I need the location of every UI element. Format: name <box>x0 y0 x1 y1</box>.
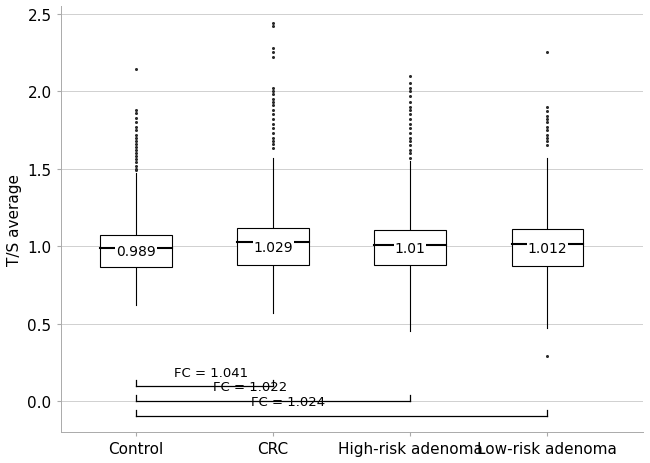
Bar <box>374 230 446 266</box>
Bar <box>512 230 583 267</box>
Y-axis label: T/S average: T/S average <box>7 174 22 265</box>
Text: FC = 1.022: FC = 1.022 <box>213 381 287 394</box>
Text: FC = 1.024: FC = 1.024 <box>251 395 325 408</box>
Text: 1.012: 1.012 <box>527 241 567 255</box>
Text: 1.01: 1.01 <box>395 241 426 255</box>
Text: 1.029: 1.029 <box>254 240 293 254</box>
Bar <box>100 236 172 268</box>
Bar <box>237 229 309 266</box>
Text: FC = 1.041: FC = 1.041 <box>174 366 248 379</box>
Text: 0.989: 0.989 <box>116 244 156 258</box>
